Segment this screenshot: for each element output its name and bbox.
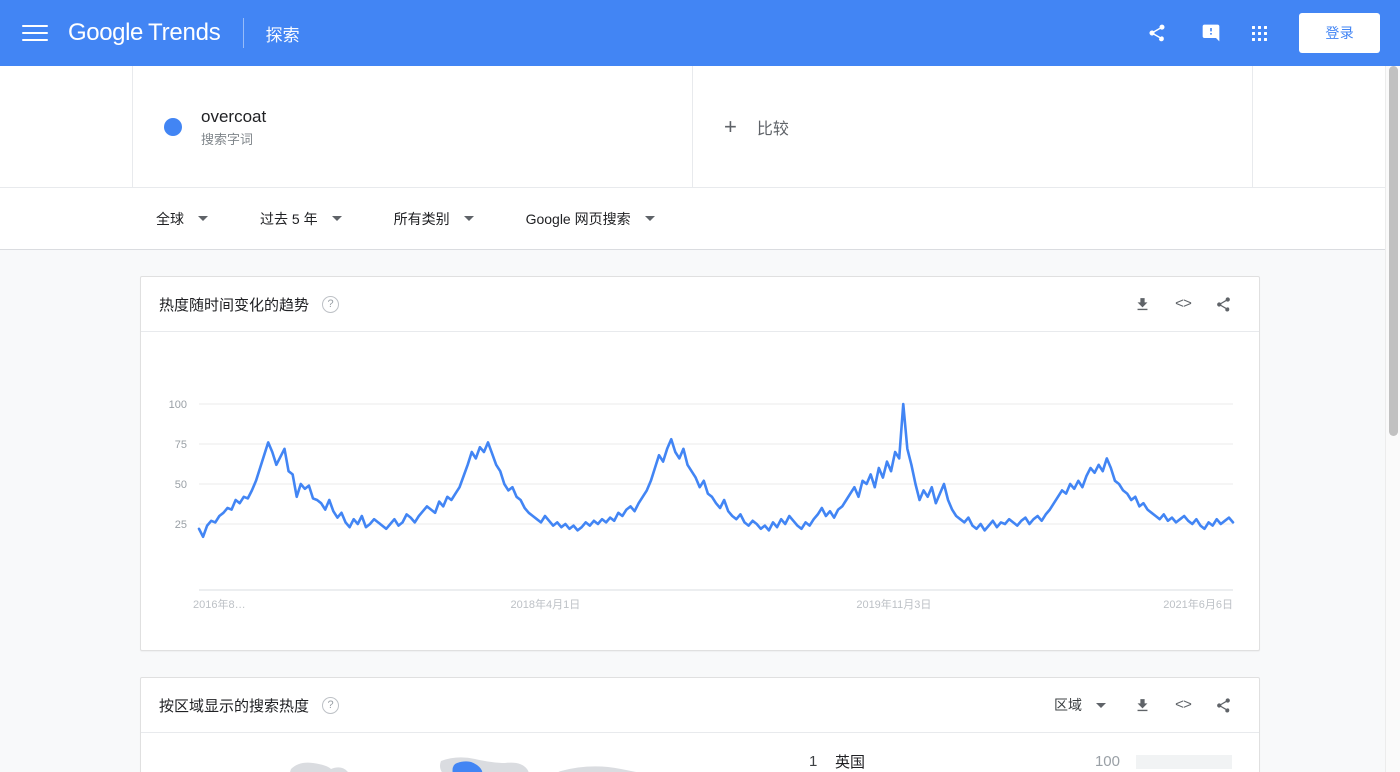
filter-search-type-label: Google 网页搜索 [525, 210, 631, 227]
add-comparison-label: 比较 [756, 120, 789, 138]
hamburger-icon[interactable] [22, 20, 48, 46]
filter-location[interactable]: 全球 [156, 209, 208, 229]
chevron-down-icon [331, 216, 342, 221]
card-actions: 区域 <> [1054, 695, 1232, 715]
grid-dot [1264, 37, 1268, 41]
region-granularity-select[interactable]: 区域 [1054, 695, 1106, 715]
y-axis-tick-label: 75 [175, 439, 187, 451]
card-header: 热度随时间变化的趋势 ? <> [141, 277, 1259, 332]
search-term-type: 搜索字词 [201, 131, 254, 147]
chevron-down-icon [1095, 702, 1106, 708]
region-bar-track [1136, 754, 1232, 769]
query-right-gutter [1253, 66, 1400, 187]
y-axis-tick-label: 50 [175, 479, 187, 491]
grid-dot [1258, 31, 1262, 35]
search-term-text: overcoat 搜索字词 [201, 106, 266, 148]
brand-product-label: Trends [148, 19, 221, 46]
filter-bar: 全球 过去 5 年 所有类别 Google 网页搜索 [0, 188, 1400, 250]
scrollbar-thumb[interactable] [1389, 66, 1398, 436]
help-circle-icon[interactable]: ? [322, 696, 340, 714]
x-axis-tick-label: 2018年4月1日 [511, 597, 581, 611]
chevron-down-icon [463, 216, 474, 221]
plus-icon: + [724, 113, 737, 139]
y-axis-tick-label: 100 [169, 399, 187, 411]
query-band: overcoat 搜索字词 + 比较 [0, 66, 1400, 188]
world-map-svg[interactable] [141, 741, 781, 772]
header-actions: 登录 [1144, 13, 1380, 53]
interest-by-region-card: 按区域显示的搜索热度 ? 区域 <> [140, 677, 1260, 772]
download-icon[interactable] [1134, 296, 1151, 313]
grid-dot [1258, 25, 1262, 29]
region-body: 1 英国 100 [141, 733, 1259, 772]
series-color-dot [164, 117, 182, 136]
embed-code-icon[interactable]: <> [1174, 696, 1192, 714]
region-row[interactable]: 1 英国 100 [809, 751, 1232, 772]
main-content: 热度随时间变化的趋势 ? <> [0, 250, 1400, 772]
add-comparison-button[interactable]: + 比较 [693, 66, 1253, 187]
filter-search-type[interactable]: Google 网页搜索 [526, 209, 655, 229]
region-name[interactable]: 英国 [835, 754, 866, 771]
nav-explore[interactable]: 探索 [265, 25, 300, 45]
trend-line-chart[interactable]: 25 50 75 100 2016年8… 2018年4月1日 2019年11月3日 2021年… [141, 332, 1259, 650]
hamburger-line [22, 39, 48, 41]
world-map[interactable] [141, 733, 781, 772]
download-icon[interactable] [1134, 697, 1151, 714]
interest-over-time-card: 热度随时间变化的趋势 ? <> [140, 276, 1260, 651]
region-granularity-label: 区域 [1053, 697, 1082, 713]
header-divider [242, 18, 244, 48]
apps-grid-icon[interactable] [1252, 25, 1268, 41]
card-title: 热度随时间变化的趋势 [159, 296, 310, 314]
region-list: 1 英国 100 [781, 733, 1259, 772]
x-axis-tick-label: 2021年6月6日 [1163, 597, 1233, 611]
feedback-icon[interactable] [1198, 20, 1224, 46]
filter-category-label: 所有类别 [393, 210, 450, 227]
y-axis-tick-label: 25 [175, 519, 187, 531]
filter-time-range-label: 过去 5 年 [260, 210, 318, 227]
region-value: 100 [1094, 753, 1120, 770]
x-axis-tick-label: 2019年11月3日 [856, 597, 931, 611]
grid-dot [1258, 37, 1262, 41]
grid-dot [1252, 37, 1256, 41]
query-left-gutter [0, 66, 133, 187]
grid-dot [1252, 25, 1256, 29]
vertical-scrollbar[interactable] [1385, 66, 1400, 772]
filter-category[interactable]: 所有类别 [394, 209, 474, 229]
chevron-down-icon [644, 216, 655, 221]
share-icon[interactable] [1215, 697, 1232, 714]
region-rank: 1 [809, 753, 818, 770]
signin-button[interactable]: 登录 [1299, 13, 1380, 53]
grid-dot [1264, 25, 1268, 29]
hamburger-line [22, 25, 48, 27]
grid-dot [1252, 31, 1256, 35]
share-icon[interactable] [1215, 296, 1232, 313]
card-header: 按区域显示的搜索热度 ? 区域 <> [141, 678, 1259, 733]
filter-time-range[interactable]: 过去 5 年 [260, 209, 342, 229]
x-axis-tick-label: 2016年8… [193, 597, 246, 611]
chart-area[interactable]: 25 50 75 100 2016年8… 2018年4月1日 2019年11月3日 2021年… [141, 332, 1259, 650]
search-term-value: overcoat [201, 106, 267, 126]
search-term-card[interactable]: overcoat 搜索字词 [133, 66, 693, 187]
brand-google-label: Google [68, 19, 143, 46]
brand-logo[interactable]: Google Trends [68, 19, 221, 47]
trend-line-series[interactable] [197, 402, 1235, 539]
grid-dot [1264, 31, 1268, 35]
card-actions: <> [1134, 296, 1232, 313]
hamburger-line [22, 32, 48, 34]
app-header: Google Trends 探索 登录 [0, 0, 1400, 66]
chevron-down-icon [198, 216, 208, 221]
share-icon[interactable] [1144, 20, 1170, 46]
card-title: 按区域显示的搜索热度 [159, 697, 310, 715]
filter-location-label: 全球 [156, 210, 184, 227]
help-circle-icon[interactable]: ? [322, 295, 340, 313]
embed-code-icon[interactable]: <> [1174, 295, 1192, 313]
